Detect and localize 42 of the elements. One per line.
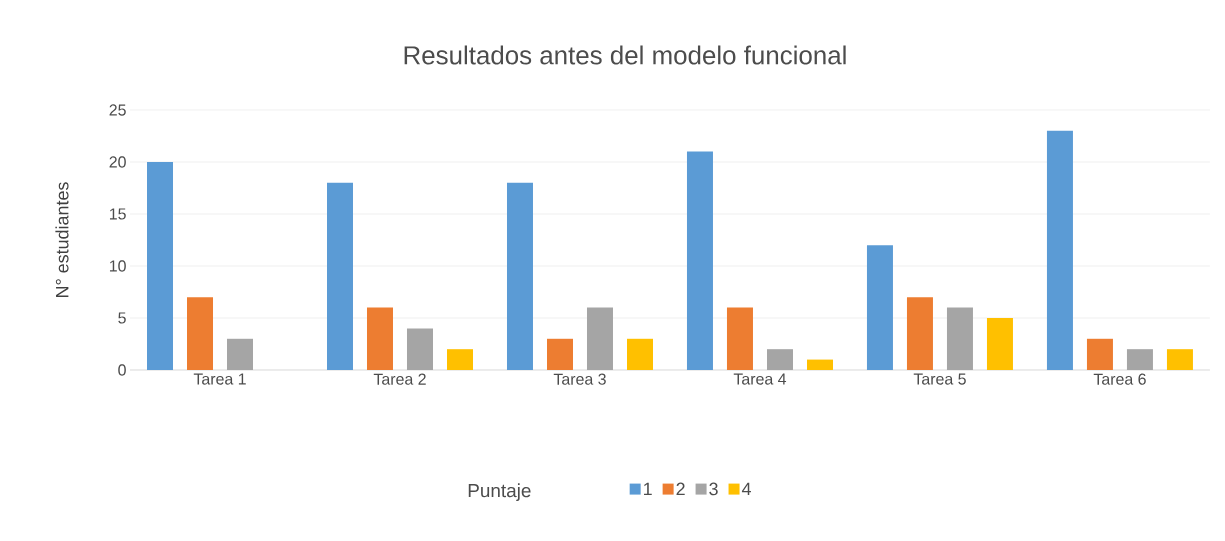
bar <box>866 245 893 370</box>
x-tick-label: Tarea 5 <box>913 373 966 385</box>
bar <box>586 307 613 370</box>
bar <box>1126 349 1153 370</box>
x-tick-label: Tarea 1 <box>193 373 246 385</box>
x-tick-label: Tarea 4 <box>733 373 787 385</box>
legend-label: 4 <box>741 482 751 496</box>
y-tick-label: 25 <box>109 104 126 116</box>
legend-label: 3 <box>709 482 718 496</box>
bar <box>407 328 433 370</box>
chart-title: Resultados antes del modelo funcional <box>404 45 846 65</box>
bar <box>686 151 713 370</box>
legend-label: 1 <box>644 482 652 496</box>
bar <box>726 307 753 370</box>
y-axis-title: N° estudiantes <box>55 182 69 297</box>
bar <box>367 307 393 370</box>
y-tick-label: 20 <box>109 156 126 168</box>
y-tick-label: 0 <box>118 364 126 376</box>
y-tick-label: 15 <box>109 208 126 220</box>
x-tick-label: Tarea 3 <box>553 373 606 385</box>
y-tick-label: 5 <box>118 312 126 324</box>
bar <box>766 349 793 370</box>
bar <box>1166 349 1193 370</box>
bar <box>806 359 833 370</box>
x-tick-label: Tarea 2 <box>373 373 426 385</box>
bar <box>1086 338 1113 370</box>
bar <box>147 161 174 370</box>
bar <box>447 349 473 370</box>
bar <box>506 182 533 370</box>
bar <box>546 338 573 370</box>
bar <box>187 297 214 370</box>
bar <box>986 317 1013 370</box>
bar <box>946 307 973 370</box>
bar <box>1046 130 1073 370</box>
bar <box>626 338 653 370</box>
legend-title: Puntaje <box>468 483 531 501</box>
bar <box>906 297 933 370</box>
y-tick-label: 10 <box>109 260 126 272</box>
bar <box>327 182 353 370</box>
x-tick-label: Tarea 6 <box>1093 373 1146 385</box>
bar <box>227 338 253 370</box>
legend-label: 2 <box>676 482 685 496</box>
